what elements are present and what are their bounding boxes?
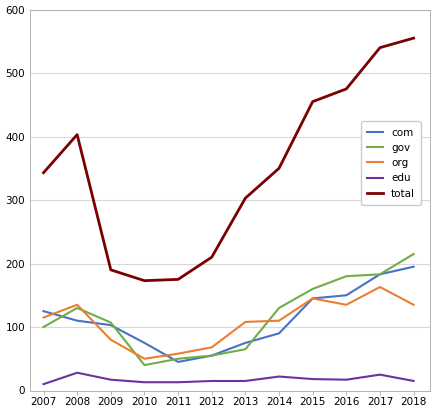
Legend: com, gov, org, edu, total: com, gov, org, edu, total [361,121,421,205]
